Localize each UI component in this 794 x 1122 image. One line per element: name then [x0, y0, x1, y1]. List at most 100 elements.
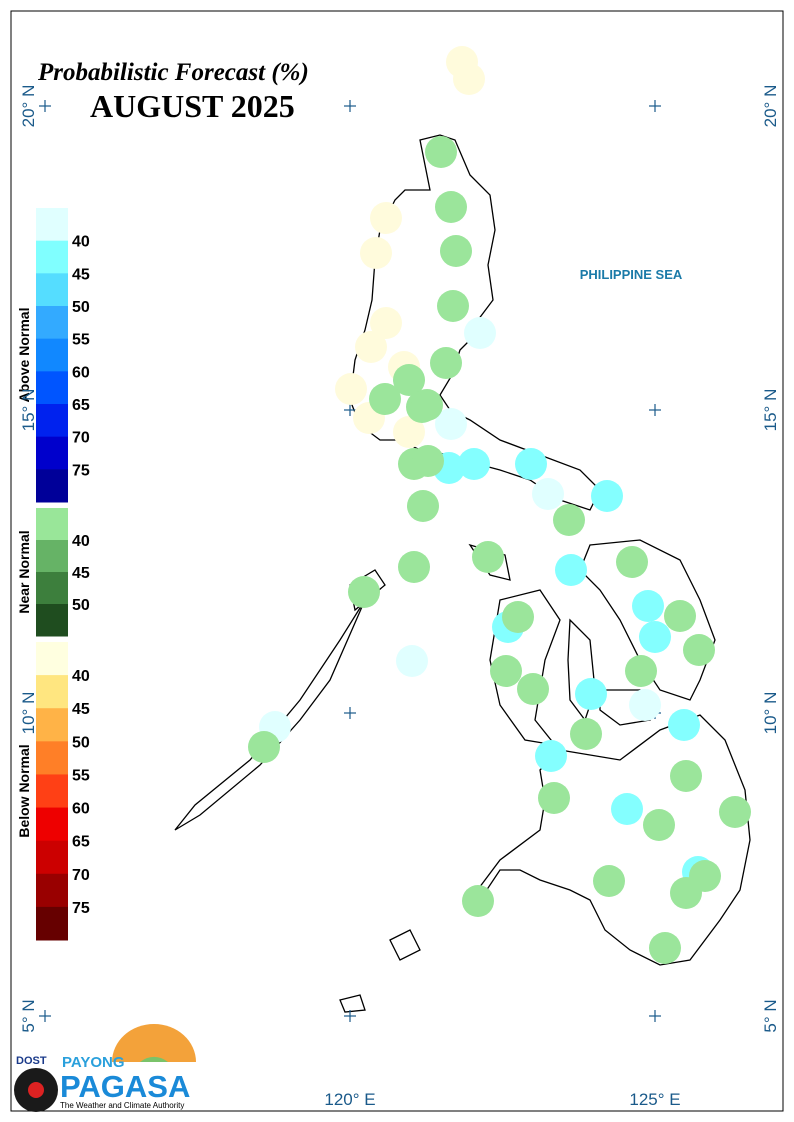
station — [719, 796, 751, 828]
station — [570, 718, 602, 750]
station — [664, 600, 696, 632]
legend-tick-label: 55 — [72, 767, 90, 784]
station — [435, 191, 467, 223]
legend-tick-label: 50 — [72, 734, 90, 751]
legend-tick-label: 65 — [72, 834, 90, 851]
legend-tick-label: 50 — [72, 597, 90, 614]
legend-tick-label: 45 — [72, 701, 90, 718]
station — [575, 678, 607, 710]
station — [369, 383, 401, 415]
station — [517, 673, 549, 705]
station — [616, 546, 648, 578]
legend-swatch — [36, 338, 68, 372]
legend-tick-label: 40 — [72, 533, 90, 550]
lat-label-left: 5° N — [19, 999, 38, 1032]
legend-swatch — [36, 306, 68, 340]
legend-tick-label: 70 — [72, 867, 90, 884]
station — [407, 490, 439, 522]
station — [625, 655, 657, 687]
station — [502, 601, 534, 633]
legend-swatch — [36, 240, 68, 274]
logo-umbrella-mid — [140, 1056, 168, 1062]
logo-umbrella — [112, 1024, 196, 1062]
station — [458, 448, 490, 480]
station — [490, 655, 522, 687]
legend-swatch — [36, 436, 68, 470]
station — [535, 740, 567, 772]
legend-swatch — [36, 741, 68, 775]
station — [348, 576, 380, 608]
station — [355, 331, 387, 363]
legend: 40 45 50 55 60 65 70 75 Above Normal 40 45 50 Near N… — [16, 208, 90, 941]
legend-tick-label: 65 — [72, 397, 90, 414]
station — [689, 860, 721, 892]
lat-label-right: 10° N — [761, 692, 780, 735]
station — [430, 347, 462, 379]
legend-tick-label: 45 — [72, 565, 90, 582]
legend-swatch — [36, 208, 68, 242]
station — [437, 290, 469, 322]
station — [538, 782, 570, 814]
tawi-tawi — [339, 994, 366, 1013]
legend-group-name: Below Normal — [16, 744, 32, 837]
legend-swatch — [36, 774, 68, 809]
legend-swatch — [36, 508, 68, 541]
lat-label-right: 5° N — [761, 999, 780, 1032]
station — [393, 416, 425, 448]
legend-group-name: Near Normal — [16, 530, 32, 613]
station — [360, 237, 392, 269]
station — [649, 932, 681, 964]
station — [464, 317, 496, 349]
lat-label-right: 15° N — [761, 389, 780, 432]
station — [553, 504, 585, 536]
legend-group-name: Above Normal — [16, 308, 32, 403]
legend-swatch — [36, 675, 68, 709]
logo-agency: DOST — [16, 1055, 47, 1067]
legend-tick-label: 60 — [72, 364, 90, 381]
station — [515, 448, 547, 480]
station — [643, 809, 675, 841]
legend-tick-label: 75 — [72, 900, 90, 917]
station — [425, 136, 457, 168]
logo-brand-top: PAYONG — [62, 1054, 125, 1071]
station — [639, 621, 671, 653]
legend-swatch — [36, 604, 68, 637]
lat-label-left: 20° N — [19, 85, 38, 128]
station — [335, 373, 367, 405]
lat-label-right: 20° N — [761, 85, 780, 128]
sea-label: PHILIPPINE SEA — [580, 267, 683, 282]
station — [632, 590, 664, 622]
station — [611, 793, 643, 825]
legend-swatch — [36, 469, 68, 503]
legend-swatch — [36, 273, 68, 307]
station — [670, 760, 702, 792]
logo: DOST PAYONG PAGASA The Weather and Clima… — [14, 1024, 196, 1112]
legend-swatch — [36, 708, 68, 742]
legend-swatch — [36, 540, 68, 573]
station — [411, 389, 443, 421]
station — [435, 408, 467, 440]
legend-swatch — [36, 572, 68, 605]
lon-label: 125° E — [629, 1090, 680, 1109]
station — [555, 554, 587, 586]
station — [398, 551, 430, 583]
legend-swatch — [36, 404, 68, 438]
station — [396, 645, 428, 677]
legend-tick-label: 75 — [72, 462, 90, 479]
lat-label-left: 10° N — [19, 692, 38, 735]
station — [370, 307, 402, 339]
station — [532, 478, 564, 510]
map-title: Probabilistic Forecast (%) — [37, 59, 309, 86]
station — [440, 235, 472, 267]
logo-brand: PAGASA — [60, 1069, 190, 1104]
legend-tick-label: 45 — [72, 266, 90, 283]
sulu — [389, 929, 421, 961]
station — [248, 731, 280, 763]
station — [668, 709, 700, 741]
station — [393, 364, 425, 396]
legend-tick-label: 40 — [72, 668, 90, 685]
station — [472, 541, 504, 573]
legend-tick-label: 55 — [72, 332, 90, 349]
station — [593, 865, 625, 897]
